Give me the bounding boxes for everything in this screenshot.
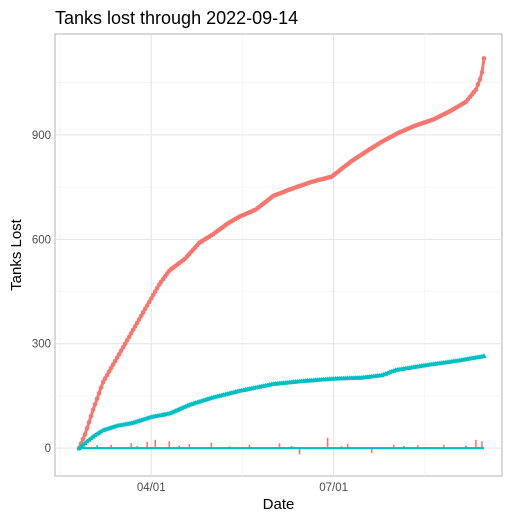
data-point xyxy=(112,358,118,364)
data-point xyxy=(148,296,154,301)
y-tick-label: 300 xyxy=(32,339,51,351)
data-point xyxy=(106,369,112,374)
chart-title: Tanks lost through 2022-09-14 xyxy=(55,8,298,28)
data-point xyxy=(92,432,98,437)
data-point xyxy=(130,327,136,333)
data-point xyxy=(82,431,88,437)
data-point xyxy=(475,82,481,87)
data-point xyxy=(134,320,140,326)
data-point xyxy=(114,355,120,361)
data-point xyxy=(481,353,487,358)
y-axis-title: Tanks Lost xyxy=(8,218,25,291)
data-point xyxy=(140,310,146,315)
data-point xyxy=(96,429,102,435)
data-point xyxy=(90,407,96,413)
x-axis-title: Date xyxy=(263,496,295,513)
data-point xyxy=(128,331,134,336)
data-point xyxy=(481,56,487,61)
data-point xyxy=(122,341,128,347)
plot-panel xyxy=(54,33,503,477)
x-tick-label: 04/01 xyxy=(137,482,166,494)
data-point xyxy=(94,396,100,402)
data-point xyxy=(473,87,479,92)
data-point xyxy=(144,303,150,308)
data-point xyxy=(86,419,92,425)
data-point xyxy=(136,317,142,322)
data-point xyxy=(94,431,100,436)
data-point xyxy=(80,436,86,442)
data-point xyxy=(138,313,144,319)
axis-ticks: 0 300 600 900 04/01 07/01 xyxy=(32,130,348,494)
data-point xyxy=(479,70,485,75)
data-point xyxy=(146,299,152,305)
data-point xyxy=(150,292,156,298)
y-tick-label: 900 xyxy=(32,130,51,142)
data-point xyxy=(118,348,124,354)
data-point xyxy=(154,285,160,291)
data-point xyxy=(477,76,483,82)
series-2 xyxy=(76,353,487,451)
data-point xyxy=(84,425,90,431)
y-tick-label: 0 xyxy=(45,443,51,455)
data-point xyxy=(88,413,94,419)
data-point xyxy=(104,372,110,378)
data-point xyxy=(100,379,106,385)
data-point xyxy=(152,289,158,294)
data-point xyxy=(124,338,130,343)
data-point xyxy=(96,390,102,396)
data-point xyxy=(132,324,138,329)
data-point xyxy=(120,344,126,350)
data-point xyxy=(142,306,148,312)
data-point xyxy=(92,402,98,407)
data-point xyxy=(110,362,116,367)
data-point xyxy=(102,376,108,381)
series-layer xyxy=(76,56,487,455)
y-tick-label: 600 xyxy=(32,234,51,246)
data-point xyxy=(108,365,114,371)
x-tick-label: 07/01 xyxy=(319,482,348,494)
data-point xyxy=(98,385,104,390)
data-point xyxy=(116,351,122,357)
data-point xyxy=(126,334,132,340)
